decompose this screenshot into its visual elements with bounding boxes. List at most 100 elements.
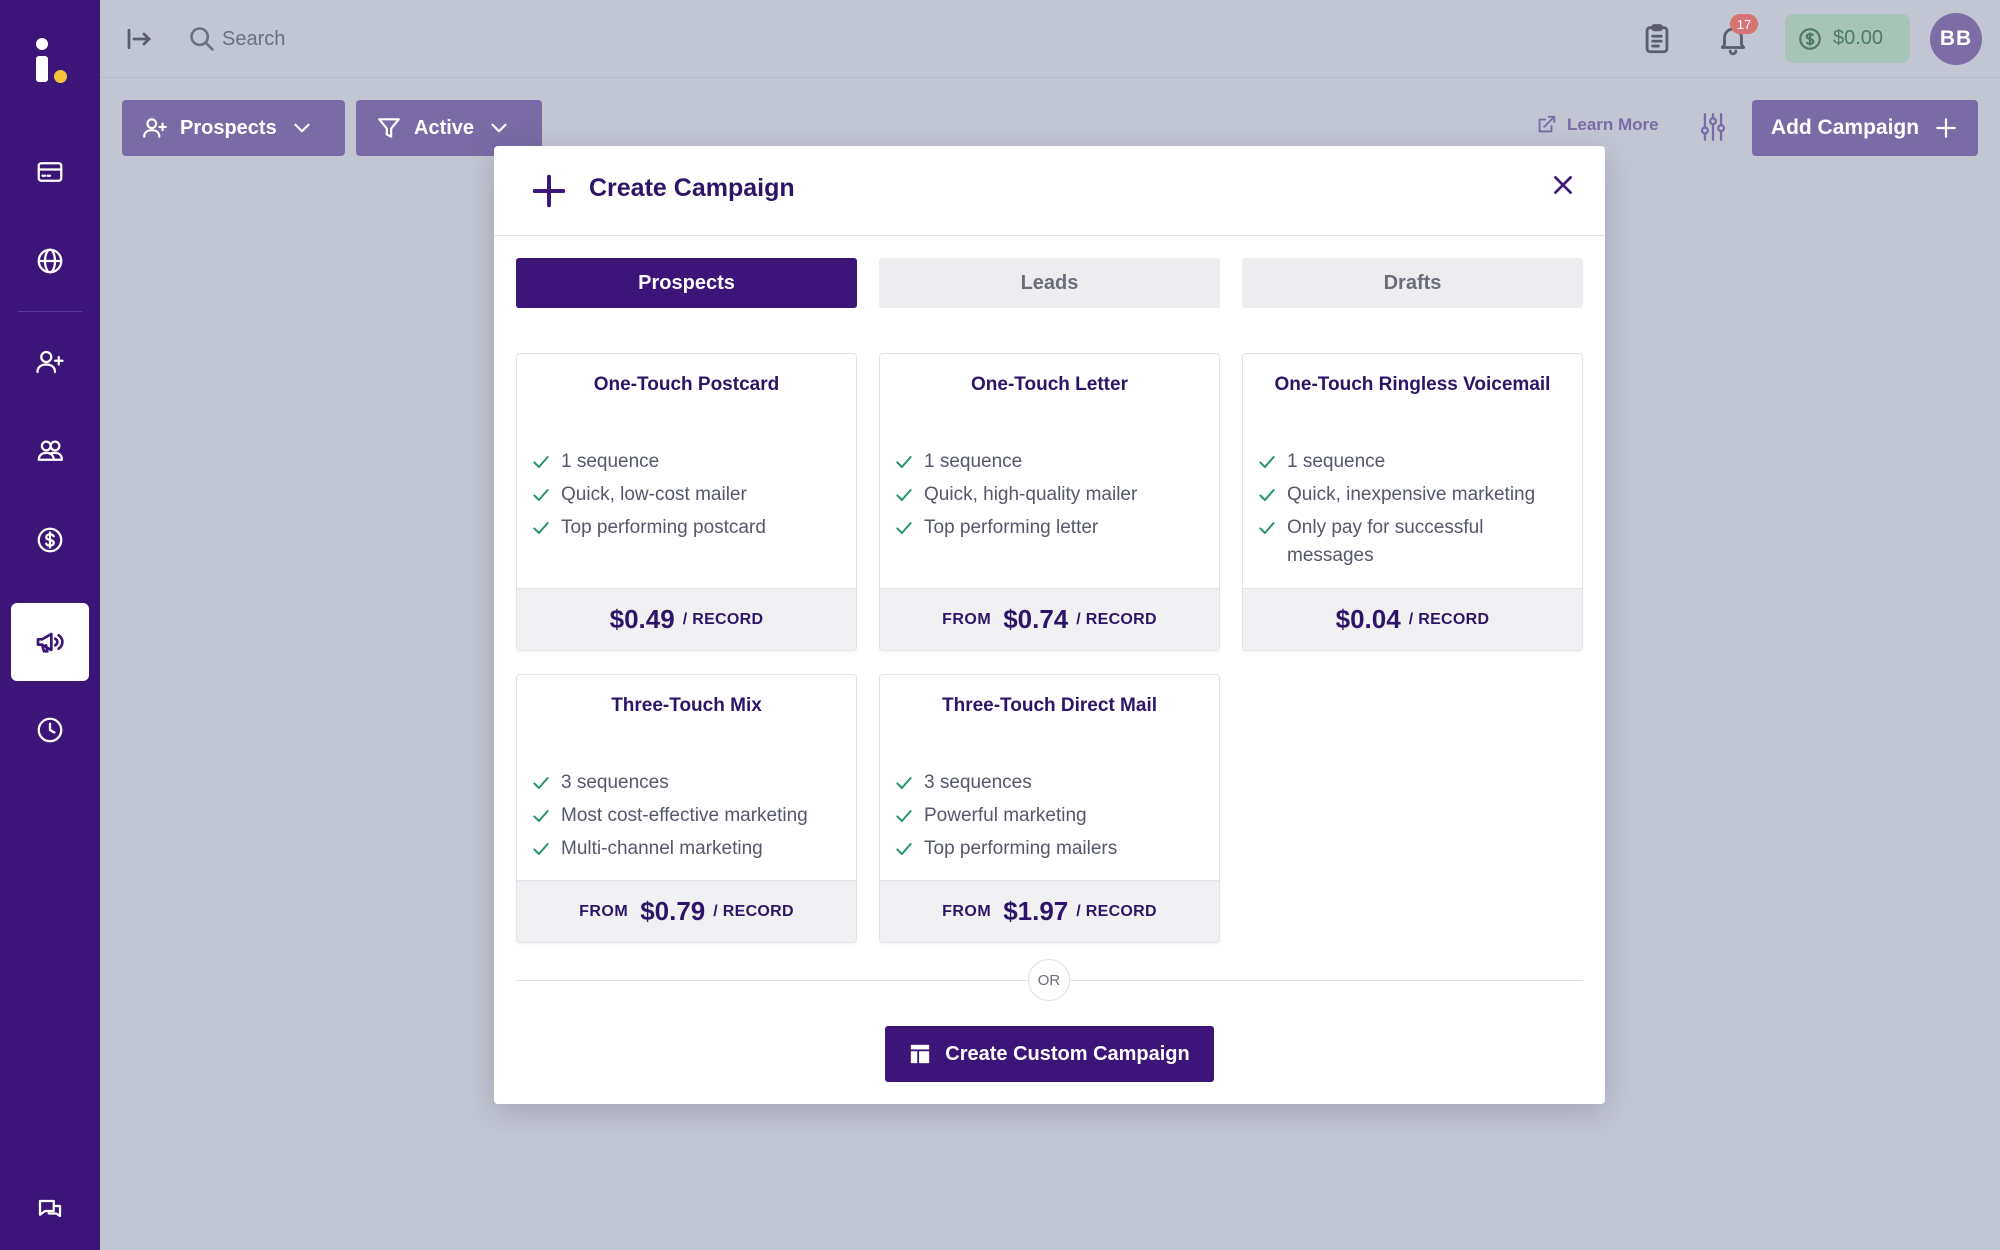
credit-card-icon[interactable]	[25, 147, 75, 197]
prospects-dropdown-label: Prospects	[180, 116, 277, 139]
check-icon	[1259, 522, 1275, 534]
status-filter-label: Active	[414, 116, 475, 139]
feature-item: 3 sequences	[531, 769, 843, 797]
feature-item: Only pay for successful messages	[1257, 514, 1569, 570]
feature-item: Top performing letter	[894, 514, 1206, 542]
card-title: One-Touch Letter	[971, 374, 1128, 395]
prospects-dropdown[interactable]: Prospects	[122, 100, 345, 156]
feature-item: 1 sequence	[531, 448, 843, 476]
chat-icon[interactable]	[25, 1186, 75, 1236]
campaign-card-three-touch-mix[interactable]: Three-Touch Mix 3 sequences Most cost-ef…	[516, 674, 857, 943]
feature-list: 1 sequence Quick, high-quality mailer To…	[894, 448, 1206, 547]
feature-list: 1 sequence Quick, low-cost mailer Top pe…	[531, 448, 843, 547]
feature-list: 3 sequences Powerful marketing Top perfo…	[894, 769, 1206, 868]
sidebar-divider	[18, 311, 82, 312]
user-plus-icon[interactable]	[25, 337, 75, 387]
check-icon	[533, 489, 549, 501]
card-price: FROM $0.79 / RECORD	[517, 880, 856, 942]
price-value: $0.79	[640, 896, 706, 926]
clipboard-icon[interactable]	[1640, 22, 1674, 56]
check-icon	[1259, 456, 1275, 468]
price-unit: / RECORD	[1408, 610, 1490, 628]
tab-prospects[interactable]: Prospects	[516, 258, 857, 308]
check-icon	[896, 456, 912, 468]
clock-icon[interactable]	[25, 705, 75, 755]
feature-item: 1 sequence	[1257, 448, 1569, 476]
check-icon	[896, 777, 912, 789]
card-title: Three-Touch Mix	[611, 695, 762, 716]
feature-list: 1 sequence Quick, inexpensive marketing …	[1257, 448, 1569, 575]
card-title: One-Touch Ringless Voicemail	[1274, 374, 1551, 395]
feature-item: Quick, high-quality mailer	[894, 481, 1206, 509]
campaign-card-one-touch-ringless-voicemail[interactable]: One-Touch Ringless Voicemail 1 sequence …	[1242, 353, 1583, 651]
check-icon	[533, 843, 549, 855]
campaign-card-one-touch-letter[interactable]: One-Touch Letter 1 sequence Quick, high-…	[879, 353, 1220, 651]
users-icon[interactable]	[25, 426, 75, 476]
learn-more-label: Learn More	[1567, 115, 1659, 134]
search-input[interactable]	[222, 22, 522, 56]
price-unit: / RECORD	[1076, 902, 1157, 920]
price-value: $0.74	[1003, 604, 1069, 634]
create-custom-campaign-button[interactable]: Create Custom Campaign	[885, 1026, 1214, 1082]
campaign-card-one-touch-postcard[interactable]: One-Touch Postcard 1 sequence Quick, low…	[516, 353, 857, 651]
learn-more-link[interactable]: Learn More	[1535, 114, 1659, 136]
notification-badge: 17	[1730, 14, 1758, 34]
sliders-icon[interactable]	[1699, 112, 1727, 142]
sidebar	[0, 0, 100, 1250]
balance-amount: $0.00	[1833, 27, 1884, 49]
feature-item: Top performing mailers	[894, 835, 1206, 863]
add-campaign-button[interactable]: Add Campaign	[1752, 100, 1978, 156]
feature-item: Multi-channel marketing	[531, 835, 843, 863]
collapse-sidebar-icon[interactable]	[124, 24, 154, 54]
price-unit: / RECORD	[682, 610, 764, 628]
tab-drafts[interactable]: Drafts	[1242, 258, 1583, 308]
check-icon	[533, 810, 549, 822]
tab-leads[interactable]: Leads	[879, 258, 1220, 308]
avatar[interactable]: BB	[1930, 13, 1982, 65]
feature-item: Quick, low-cost mailer	[531, 481, 843, 509]
check-icon	[896, 810, 912, 822]
price-from: FROM	[942, 902, 992, 920]
globe-icon[interactable]	[25, 236, 75, 286]
or-separator: OR	[1028, 959, 1070, 1001]
feature-list: 3 sequences Most cost-effective marketin…	[531, 769, 843, 868]
feature-item: Top performing postcard	[531, 514, 843, 542]
card-title: Three-Touch Direct Mail	[941, 695, 1157, 716]
create-campaign-modal: Create Campaign Prospects Leads Drafts O…	[494, 146, 1605, 1104]
card-price: $0.49 / RECORD	[517, 588, 856, 650]
check-icon	[533, 777, 549, 789]
price-value: $1.97	[1003, 896, 1069, 926]
app-logo[interactable]	[28, 30, 78, 90]
check-icon	[896, 489, 912, 501]
card-title: One-Touch Postcard	[593, 374, 780, 395]
close-icon[interactable]	[1550, 172, 1576, 198]
price-value: $0.49	[609, 604, 675, 634]
price-value: $0.04	[1335, 604, 1401, 634]
layout-icon	[911, 1044, 930, 1064]
card-price: $0.04 / RECORD	[1243, 588, 1582, 650]
price-from: FROM	[942, 610, 992, 628]
plus-icon	[530, 172, 568, 210]
card-price: FROM $0.74 / RECORD	[880, 588, 1219, 650]
external-link-icon	[1538, 115, 1556, 133]
campaign-card-three-touch-direct-mail[interactable]: Three-Touch Direct Mail 3 sequences Powe…	[879, 674, 1220, 943]
user-plus-icon	[143, 118, 167, 138]
price-from: FROM	[579, 902, 629, 920]
feature-item: 1 sequence	[894, 448, 1206, 476]
top-bar: 17 $0.00 BB	[100, 0, 2000, 78]
filter-icon	[378, 118, 400, 138]
dollar-circle-icon[interactable]	[25, 515, 75, 565]
check-icon	[533, 522, 549, 534]
check-icon	[1259, 489, 1275, 501]
check-icon	[533, 456, 549, 468]
add-campaign-label: Add Campaign	[1770, 116, 1920, 139]
modal-header: Create Campaign	[494, 146, 1605, 236]
megaphone-icon	[36, 632, 64, 653]
price-unit: / RECORD	[713, 902, 794, 920]
sidebar-item-campaigns[interactable]	[11, 603, 89, 681]
check-icon	[896, 522, 912, 534]
chevron-down-icon	[491, 123, 507, 133]
balance-badge[interactable]: $0.00	[1785, 14, 1910, 63]
dollar-circle-icon	[1799, 27, 1821, 50]
card-price: FROM $1.97 / RECORD	[880, 880, 1219, 942]
